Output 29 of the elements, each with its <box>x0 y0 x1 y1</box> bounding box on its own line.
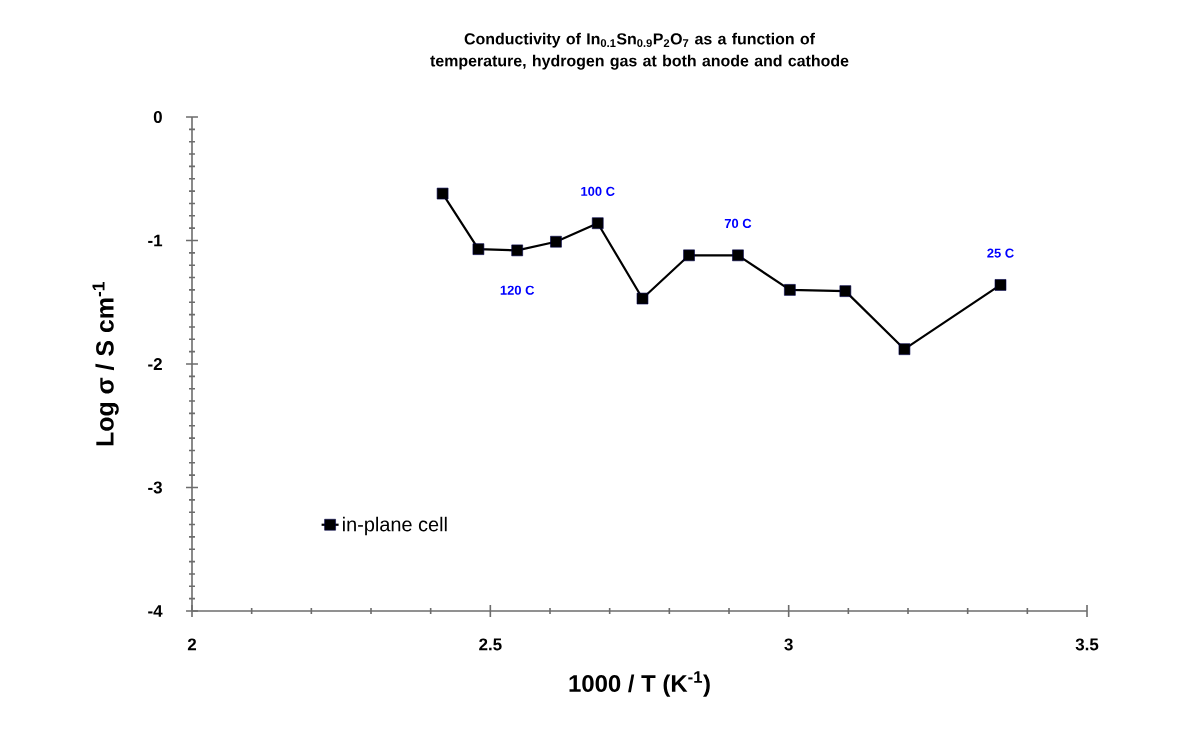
y-tick-label: -4 <box>148 605 163 617</box>
point <box>898 343 911 355</box>
point <box>472 243 485 255</box>
point <box>784 284 796 296</box>
y-tick-label: -2 <box>148 358 162 370</box>
annotation: 70 C <box>724 218 752 229</box>
chart-title: Conductivity of In$_{0.1}$Sn$_{0.9}$P$_{2}$O$_{7}$ as a function of temperature, hydrogen gas at both anode and cathode <box>430 32 849 70</box>
x-tick-label: 2.5 <box>479 638 502 651</box>
point <box>550 235 562 248</box>
y-tick-label: 0 <box>153 111 162 123</box>
y-axis-title: Log σ / S cm$^{-1}$ <box>92 282 119 446</box>
x-tick-label: 3 <box>784 638 793 651</box>
x-axis-title: 1000 / T (K$^{-1}$) <box>569 671 710 697</box>
annotation: 100 C <box>581 186 615 196</box>
x-tick-label: 3.5 <box>1075 638 1099 651</box>
y-tick-label: -1 <box>148 234 163 247</box>
y-tick-label: -3 <box>148 481 162 494</box>
point <box>436 187 449 200</box>
point <box>591 217 604 229</box>
point <box>511 244 523 257</box>
point <box>732 249 744 262</box>
legend-label: in-plane cell <box>343 516 447 536</box>
point <box>994 279 1007 291</box>
point <box>636 292 649 305</box>
point <box>839 285 852 297</box>
annotation: 25 C <box>987 248 1014 258</box>
annotation: 120 C <box>500 285 535 295</box>
point <box>683 249 695 262</box>
x-tick-label: 2 <box>187 638 197 651</box>
